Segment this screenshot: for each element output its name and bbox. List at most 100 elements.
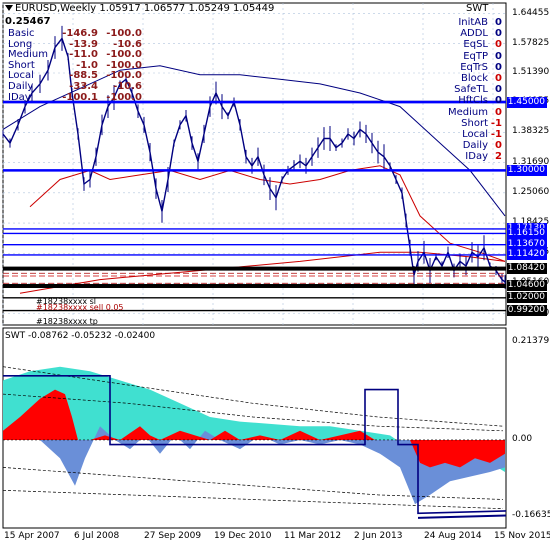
sub-axis-tick: 0.00 — [512, 433, 533, 444]
order-label: #18238xxxx tp — [36, 317, 98, 326]
order-label: #18238xxxx sl — [36, 297, 97, 306]
stat-row: Short -1.0 -100.0 — [8, 59, 142, 72]
header-value: 0.25467 — [5, 16, 51, 27]
moving-average-line — [2, 65, 506, 217]
time-tick: 6 Jul 2008 — [74, 531, 120, 541]
status-row: Local -1 — [420, 129, 502, 140]
level-price-tag: 1.45000 — [507, 96, 547, 108]
status-value: 2 — [495, 151, 502, 163]
order-label: #18238xxxx sell 0.05 — [36, 303, 124, 312]
status-key: IDay — [465, 151, 488, 163]
price-tick: 1.51390 — [512, 67, 550, 77]
status-value: 0 — [495, 73, 502, 85]
time-tick: 2 Jun 2013 — [354, 531, 403, 541]
status-row: ADDL 0 — [420, 28, 502, 39]
swt-cyan-area — [3, 366, 505, 472]
stat-row: Basic -146.9 -100.0 — [8, 28, 142, 40]
status-row: Daily 0 — [420, 140, 502, 151]
level-price-tag: 1.08420 — [507, 263, 547, 275]
status-value: 0 — [495, 17, 502, 28]
status-key: EqTrS — [460, 61, 488, 73]
stat-value-2: -10.6 — [113, 80, 142, 92]
stat-value-1: -100.1 — [62, 91, 98, 103]
time-tick: 11 Mar 2012 — [284, 531, 342, 541]
stat-label: Long — [8, 38, 33, 50]
status-value: 0 — [495, 84, 502, 96]
stat-row: IDay -100.1 -100.0 — [8, 91, 142, 104]
swt-blue-area — [3, 426, 505, 505]
collapse-triangle-icon[interactable] — [5, 5, 13, 11]
stat-value-1: -13.9 — [69, 38, 98, 50]
status-value: 0 — [495, 95, 502, 107]
swt-oscillator — [2, 366, 507, 519]
symbol-line: EURUSD,Weekly 1.05917 1.06577 1.05249 1.… — [15, 3, 275, 14]
status-row: InitAB 0 — [420, 17, 502, 28]
sub-axis-tick: 0.21379 — [512, 336, 550, 346]
price-tick: 1.64455 — [512, 7, 550, 18]
stat-label: Daily — [8, 80, 34, 92]
status-key: Local — [462, 129, 488, 141]
status-value: 0 — [495, 140, 502, 152]
stat-label: Basic — [8, 28, 35, 39]
time-tick: 24 Aug 2014 — [424, 531, 482, 541]
stat-value-1: -1.0 — [76, 59, 98, 71]
price-series — [2, 25, 506, 289]
swt-indicator-tag: SWT — [466, 3, 489, 14]
stat-label: IDay — [8, 91, 31, 103]
status-key: Short — [461, 117, 488, 129]
status-value: -1 — [490, 117, 502, 129]
status-key: Daily — [462, 140, 488, 152]
status-key: Block — [460, 73, 488, 85]
price-tick: 1.31690 — [512, 156, 550, 167]
status-table: InitAB 0 ADDL 0 EqSL 0 EqTP 0 EqTrS 0 Block 0 SafeTL… — [420, 17, 502, 163]
status-key: EqSL — [463, 39, 488, 51]
stat-value-2: -100.0 — [106, 59, 142, 71]
stat-label: Short — [8, 59, 35, 71]
level-price-tag: 1.11420 — [507, 249, 547, 261]
level-price-tag: 1.13670 — [507, 239, 547, 251]
time-tick: 15 Apr 2007 — [4, 531, 60, 541]
swt-envelope — [2, 489, 504, 510]
price-tick: 1.38325 — [512, 126, 550, 137]
status-key: Medium — [448, 106, 488, 118]
level-price-tag: 0.99200 — [507, 305, 547, 317]
stat-value-1: -88.5 — [69, 70, 98, 82]
level-price-tag: 1.04600 — [507, 280, 547, 292]
status-key: ADDL — [460, 28, 488, 40]
horizontal-levels — [3, 100, 506, 312]
status-value: 0 — [495, 50, 502, 62]
time-tick: 27 Sep 2009 — [144, 531, 202, 541]
swt-envelope — [2, 393, 504, 432]
swt-bottom-line — [417, 514, 507, 519]
status-key: EqTP — [463, 50, 488, 62]
status-row: EqSL 0 — [420, 39, 502, 50]
time-tick: 19 Dec 2010 — [214, 531, 272, 541]
stat-value-2: -100.0 — [106, 70, 142, 82]
level-band — [3, 266, 506, 271]
swt-signal-line — [3, 375, 507, 515]
stat-value-1: -146.9 — [62, 28, 98, 39]
price-tick: 1.57825 — [512, 37, 550, 48]
status-value: 0 — [495, 106, 502, 118]
status-row: IDay 2 — [420, 151, 502, 162]
stat-row: Medium -11.0 -100.0 — [8, 50, 142, 61]
price-tick: 1.25060 — [512, 186, 550, 197]
status-row: EqTP 0 — [420, 51, 502, 62]
status-value: -1 — [490, 129, 502, 141]
stat-label: Medium — [8, 49, 48, 61]
moving-average-line — [19, 251, 506, 294]
stat-value-2: -100.0 — [106, 49, 142, 61]
stat-value-1: -33.4 — [69, 80, 98, 92]
status-value: 0 — [495, 39, 502, 51]
status-row: Block 0 — [420, 73, 502, 84]
sub-window-title: SWT -0.08762 -0.05232 -0.02400 — [5, 331, 156, 341]
level-band — [3, 283, 506, 288]
stat-value-2: -10.6 — [113, 38, 142, 50]
stat-row: Long -13.9 -10.6 — [8, 38, 142, 51]
stat-value-2: -100.0 — [106, 91, 142, 103]
chart-header: EURUSD,Weekly 1.05917 1.06577 1.05249 1.… — [5, 3, 274, 14]
stat-label: Local — [8, 70, 34, 82]
status-key: HftCls — [458, 95, 488, 107]
time-tick: 15 Nov 2015 — [494, 531, 550, 541]
